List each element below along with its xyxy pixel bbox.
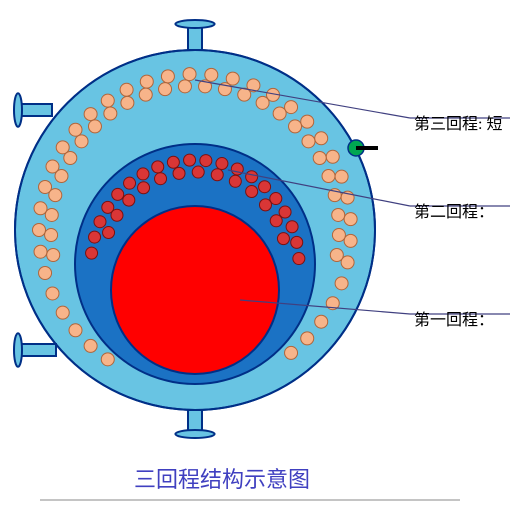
boiler-diagram [0, 0, 520, 520]
diagram-stage: 第三回程: 短 第二回程： 第一回程： 三回程结构示意图 [0, 0, 520, 520]
label-pass2: 第二回程： [414, 198, 494, 222]
label-pass3: 第三回程: 短 [414, 110, 502, 134]
label-pass1: 第一回程： [414, 306, 494, 330]
caption-text: 三回程结构示意图 [134, 462, 310, 494]
